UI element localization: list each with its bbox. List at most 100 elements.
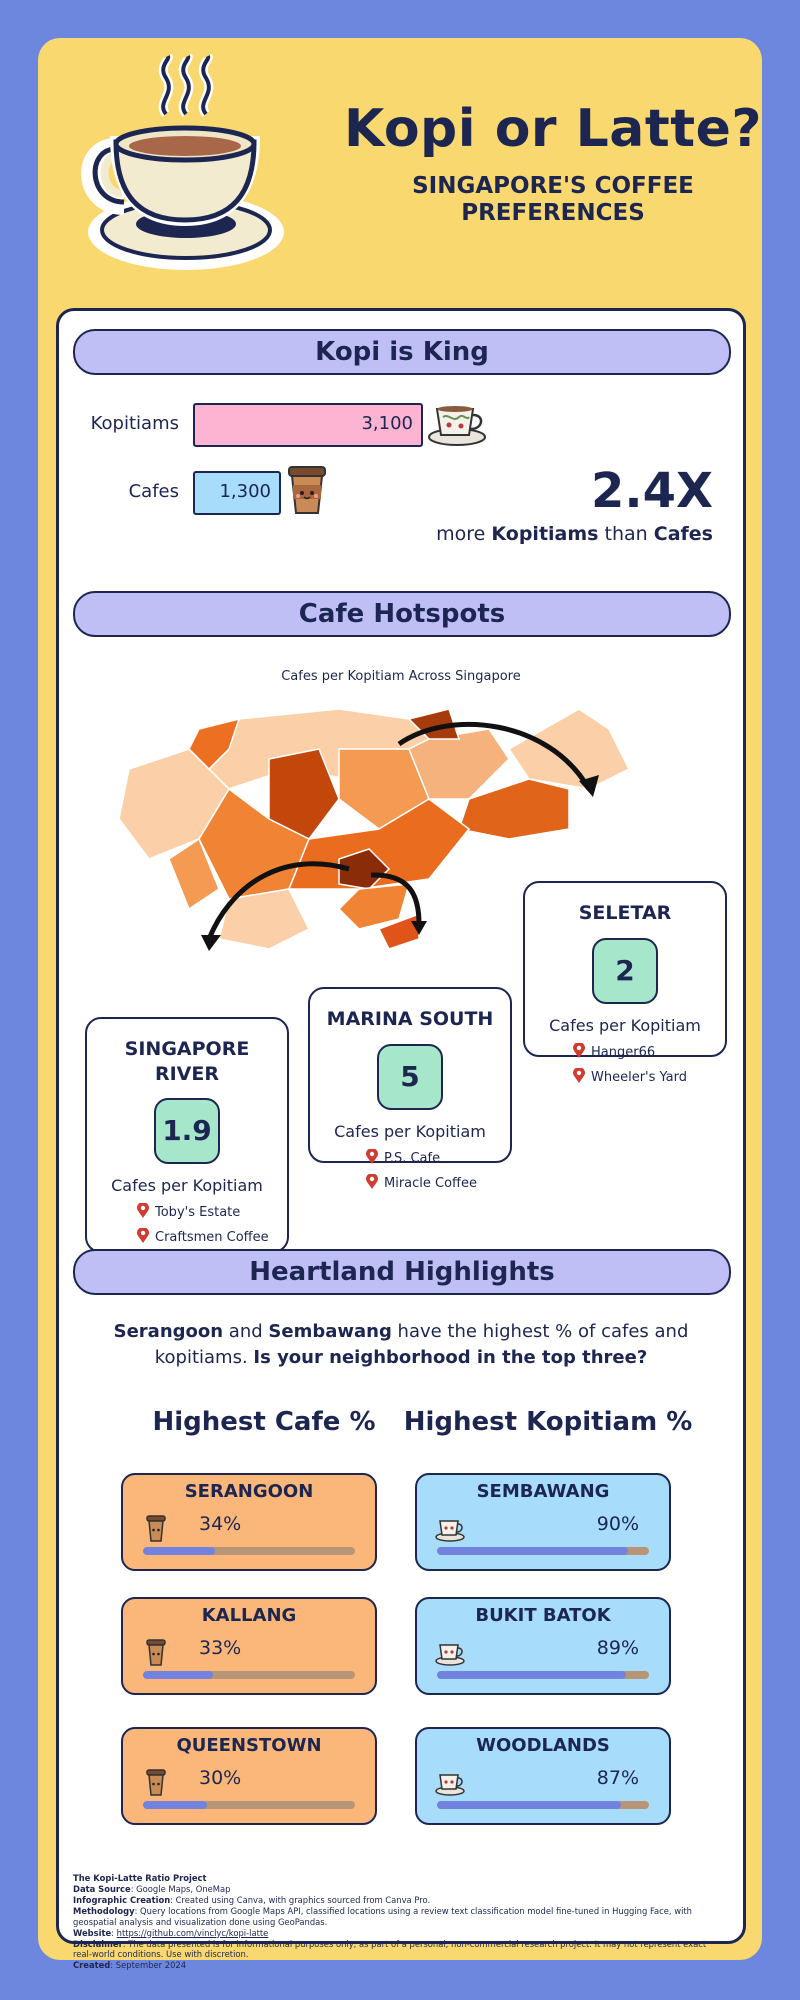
kopitiam-column-heading: Highest Kopitiam % — [403, 1407, 693, 1437]
footer-source: : Google Maps, OneMap — [130, 1883, 231, 1894]
ratio-pre: more — [436, 523, 486, 545]
cafe-card: KALLANG 33% — [121, 1597, 377, 1695]
footer-method: : Query locations from Google Maps API, … — [73, 1905, 692, 1927]
ratio-value: 2.4X — [590, 463, 713, 519]
page-title: Kopi or Latte? — [343, 99, 763, 159]
place-item: Wheeler's Yard — [525, 1067, 725, 1085]
card-name: SEMBAWANG — [476, 1481, 610, 1502]
card-name: KALLANG — [201, 1605, 297, 1626]
footer-creation-label: Infographic Creation — [73, 1894, 171, 1905]
page-subtitle: SINGAPORE'S COFFEE PREFERENCES — [318, 173, 788, 227]
callout-name: SINGAPORE RIVER — [124, 1038, 250, 1085]
callout-name: MARINA SOUTH — [326, 1008, 494, 1030]
map-pin-icon — [366, 1173, 378, 1189]
progress-track — [437, 1547, 649, 1555]
card-percent: 90% — [596, 1513, 639, 1535]
intro-question: Is your neighborhood in the top three? — [253, 1347, 648, 1369]
place-name: Wheeler's Yard — [591, 1069, 688, 1085]
ratio-stat: 2.4X more Kopitiams than Cafes — [436, 463, 713, 545]
place-name: P.S. Cafe — [384, 1150, 441, 1166]
map-pin-icon — [137, 1203, 149, 1219]
cafes-label: Cafes — [128, 481, 179, 502]
map-region-changi — [507, 708, 631, 790]
progress-fill — [437, 1801, 622, 1809]
singapore-map — [118, 708, 631, 951]
map-region-northwest — [188, 717, 241, 771]
ratio-kopitiams: Kopitiams — [491, 523, 599, 545]
poster: Kopi or Latte? SINGAPORE'S COFFEE PREFER… — [38, 38, 762, 1970]
progress-fill — [437, 1547, 628, 1555]
progress-track — [437, 1671, 649, 1679]
kopitiams-value: 3,100 — [361, 413, 413, 434]
kopi-cup-icon — [435, 1767, 465, 1797]
subtitle-line-1: SINGAPORE'S COFFEE — [412, 172, 694, 199]
footer-creation: : Created using Canva, with graphics sou… — [170, 1894, 431, 1905]
map-region-southwest — [218, 888, 311, 950]
ratio-mid: than — [604, 523, 648, 545]
kopi-cup-icon — [428, 406, 486, 446]
cafes-bar: 1,300 — [193, 471, 281, 515]
map-pin-icon — [573, 1067, 585, 1083]
heartland-highlights-banner: Heartland Highlights — [73, 1249, 731, 1295]
intro-middle: have the highest % of cafes and kopitiam… — [154, 1321, 689, 1369]
kopi-is-king-banner: Kopi is King — [73, 329, 731, 375]
place-item: Craftsmen Coffee — [87, 1228, 287, 1245]
progress-track — [143, 1547, 355, 1555]
card-name: SERANGOON — [184, 1481, 314, 1502]
place-name: Hanger66 — [591, 1044, 656, 1060]
place-item: P.S. Cafe — [310, 1148, 510, 1166]
footer: The Kopi-Latte Ratio Project Data Source… — [73, 1873, 707, 1971]
ratio-caption: more Kopitiams than Cafes — [436, 523, 713, 545]
place-item: Hanger66 — [525, 1042, 725, 1060]
card-name: QUEENSTOWN — [176, 1735, 322, 1756]
callout-seletar: SELETAR 2 Cafes per Kopitiam Hanger66 Wh… — [523, 881, 727, 1085]
card-name: BUKIT BATOK — [475, 1605, 611, 1626]
progress-track — [143, 1801, 355, 1809]
header: Kopi or Latte? SINGAPORE'S COFFEE PREFER… — [318, 102, 788, 227]
place-name: Toby's Estate — [155, 1205, 241, 1221]
card-percent: 89% — [596, 1637, 639, 1659]
footer-website-label: Website — [73, 1927, 112, 1938]
map-region-marina-south — [377, 912, 420, 950]
kopitiam-card: WOODLANDS 87% — [415, 1727, 671, 1825]
kopi-cup-icon — [435, 1637, 465, 1667]
place-name: Craftsmen Coffee — [155, 1230, 269, 1246]
subtitle-line-2: PREFERENCES — [461, 199, 645, 226]
footer-website-link[interactable]: https://github.com/vinclyc/kopi-latte — [116, 1927, 269, 1938]
place-name: Miracle Coffee — [384, 1175, 478, 1191]
footer-project: The Kopi-Latte Ratio Project — [73, 1873, 207, 1883]
intro-serangoon: Serangoon — [113, 1321, 224, 1342]
card-percent: 34% — [199, 1513, 242, 1535]
cafe-column-heading: Highest Cafe % — [152, 1407, 376, 1437]
footer-disclaimer-label: Disclaimer — [73, 1938, 123, 1949]
map-region-tuas — [168, 837, 220, 911]
footer-created-label: Created — [73, 1960, 111, 1971]
ratio-cafes: Cafes — [653, 523, 713, 545]
map-region-central-north — [268, 748, 340, 840]
footer-source-label: Data Source — [73, 1883, 131, 1894]
callout-unit: Cafes per Kopitiam — [549, 1015, 701, 1035]
kopitiams-bar: 3,100 — [193, 403, 423, 447]
callout-value: 1.9 — [154, 1098, 220, 1165]
callout-value: 2 — [592, 937, 658, 1004]
cafes-value: 1,300 — [219, 481, 271, 502]
footer-disclaimer: : The data presented is for informationa… — [73, 1938, 707, 1960]
map-pin-icon — [573, 1042, 585, 1058]
cafe-card: QUEENSTOWN 30% — [121, 1727, 377, 1825]
progress-fill — [143, 1801, 207, 1809]
intro-sembawang: Sembawang — [268, 1321, 392, 1342]
heartland-intro: Serangoon and Sembawang have the highest… — [99, 1319, 703, 1371]
card-name: WOODLANDS — [476, 1735, 610, 1756]
footer-method-label: Methodology — [73, 1905, 135, 1916]
progress-fill — [143, 1671, 213, 1679]
callout-singapore-river: SINGAPORE RIVER 1.9 Cafes per Kopitiam T… — [85, 1017, 289, 1253]
takeaway-cup-icon — [141, 1513, 171, 1543]
map-region-downtown — [337, 883, 411, 930]
kopitiams-label: Kopitiams — [90, 413, 179, 434]
callout-value: 5 — [377, 1043, 443, 1110]
cafe-card: SERANGOON 34% — [121, 1473, 377, 1571]
place-item: Toby's Estate — [87, 1203, 287, 1220]
place-item: Miracle Coffee — [310, 1173, 510, 1191]
progress-fill — [437, 1671, 626, 1679]
progress-track — [437, 1801, 649, 1809]
